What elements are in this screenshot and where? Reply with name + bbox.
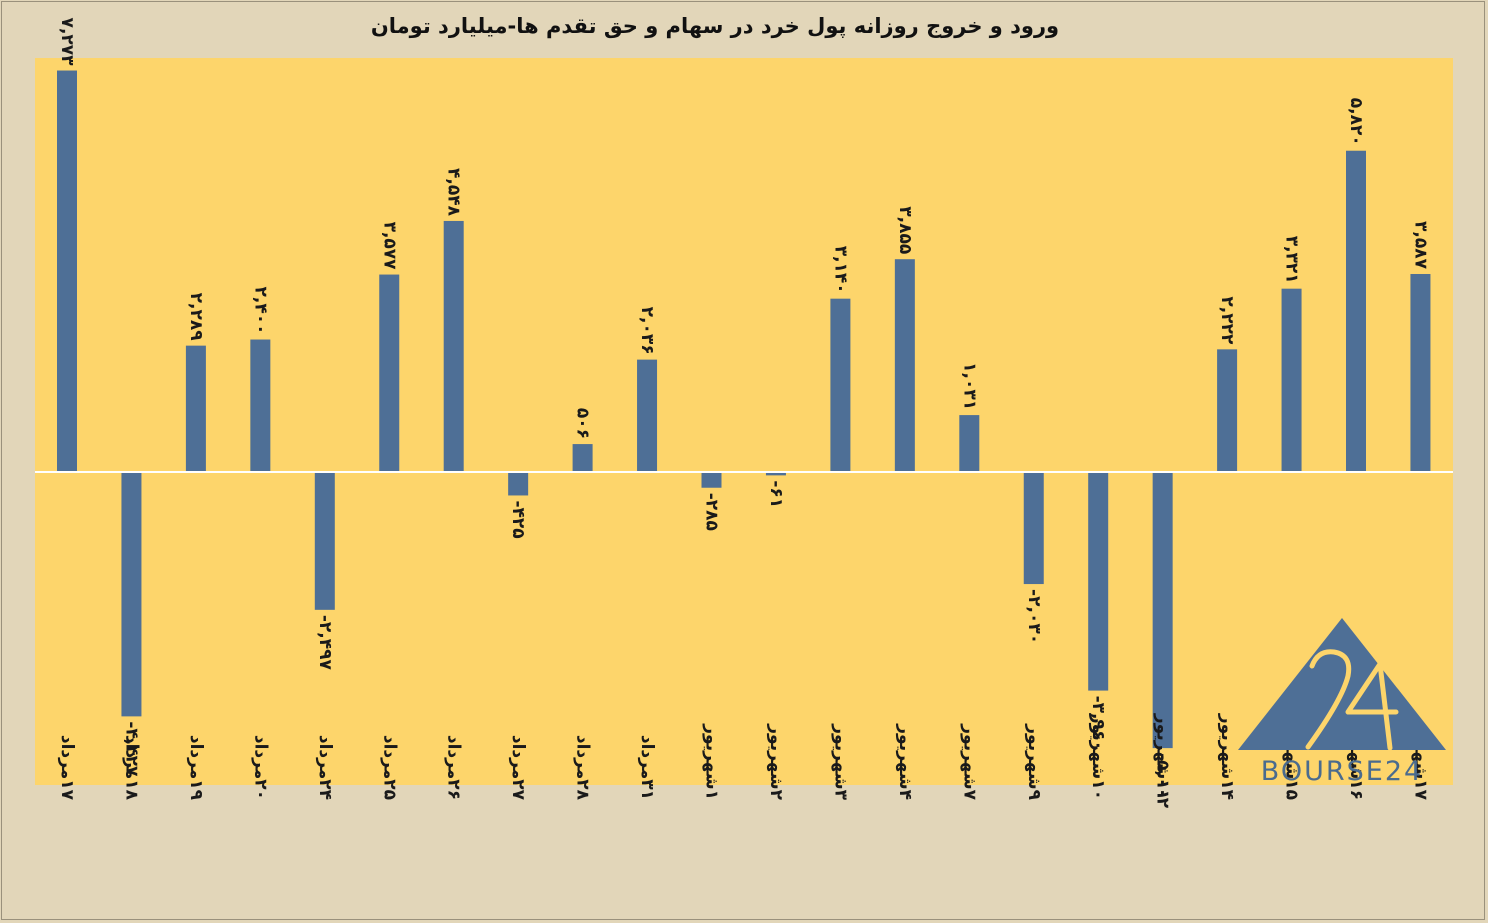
category-label-13: ۳شهریور [830,723,850,800]
bar-12 [765,472,786,476]
category-label-6: ۲۵مرداد [379,735,399,800]
bar-6 [379,274,400,472]
category-label-17: ۱۰شهریور [1088,713,1108,800]
bar-3 [185,345,206,472]
value-label-3: ۲,۲۸۹ [186,293,206,342]
value-label-2: -۴,۴۲۷ [121,721,141,777]
bar-20 [1281,288,1302,472]
bar-13 [830,298,851,472]
logo-text: BOURSE24 [1261,756,1423,787]
bar-7 [443,220,464,472]
value-label-1: ۷,۲۷۳ [57,18,77,67]
value-label-6: ۳,۵۷۷ [379,222,399,271]
logo-number-shape [1305,649,1399,751]
bar-2 [121,472,142,717]
value-label-20: ۳,۳۲۱ [1282,236,1302,284]
category-label-16: ۹شهریور [1024,723,1044,800]
value-label-12: -۶۱ [766,480,786,508]
value-label-8: -۴۲۵ [508,500,528,538]
bar-9 [572,444,593,472]
value-label-14: ۳,۸۵۵ [895,206,915,254]
value-label-13: ۳,۱۴۰ [830,246,850,294]
value-label-17: -۳,۹۶۰ [1088,696,1108,751]
logo-triangle [1238,618,1446,750]
value-label-18: -۵,۰۰۲ [1153,753,1173,809]
category-label-8: ۲۷مرداد [508,735,528,801]
category-label-18: ۱۱شهریور [1153,713,1173,800]
category-label-11: ۱شهریور [702,723,722,800]
value-label-19: ۲,۲۲۲ [1217,296,1237,345]
value-label-11: -۲۸۵ [702,493,722,531]
bar-16 [1023,472,1044,585]
category-label-3: ۱۹مرداد [186,735,206,801]
value-label-5: -۲,۴۹۷ [315,615,335,671]
value-label-7: ۴,۵۴۸ [444,168,464,217]
bar-11 [701,472,722,488]
bourse24-logo: BOURSE24 [1238,618,1446,787]
value-label-21: ۵,۸۲۰ [1346,98,1366,146]
category-label-4: ۲۰مرداد [250,735,270,800]
bar-18 [1152,472,1173,749]
category-label-1: ۱۷مرداد [57,735,77,801]
bar-19 [1217,349,1238,472]
value-label-15: ۱,۰۳۱ [959,362,979,410]
bar-10 [637,359,658,472]
chart-title: ورود و خروج روزانه پول خرد در سهام و حق … [370,14,1060,38]
bar-21 [1346,150,1366,472]
category-label-15: ۷شهریور [959,723,979,800]
bar-1 [57,70,77,473]
category-label-14: ۴شهریور [895,723,915,800]
bar-5 [314,472,335,610]
bar-17 [1088,472,1109,691]
category-label-19: ۱۴شهریور [1217,713,1237,800]
category-label-2: ۱۸مرداد [121,735,141,801]
value-label-10: ۲,۰۳۶ [637,307,657,355]
bar-15 [959,415,980,472]
category-label-12: ۲شهریور [766,723,786,800]
bar-8 [508,472,529,496]
bar-14 [894,259,915,472]
category-label-10: ۳۱مرداد [637,735,657,800]
category-label-9: ۲۸مرداد [573,735,593,801]
value-label-9: ۵۰۶ [573,408,593,439]
value-label-4: ۲,۴۰۰ [250,287,270,335]
value-label-22: ۳,۵۸۷ [1410,221,1430,270]
bar-4 [250,339,271,472]
category-label-7: ۲۶مرداد [444,735,464,800]
value-label-16: -۲,۰۳۰ [1024,589,1044,644]
bar-22 [1410,273,1431,472]
category-label-5: ۲۴مرداد [315,735,335,800]
plot-area [35,58,1453,785]
